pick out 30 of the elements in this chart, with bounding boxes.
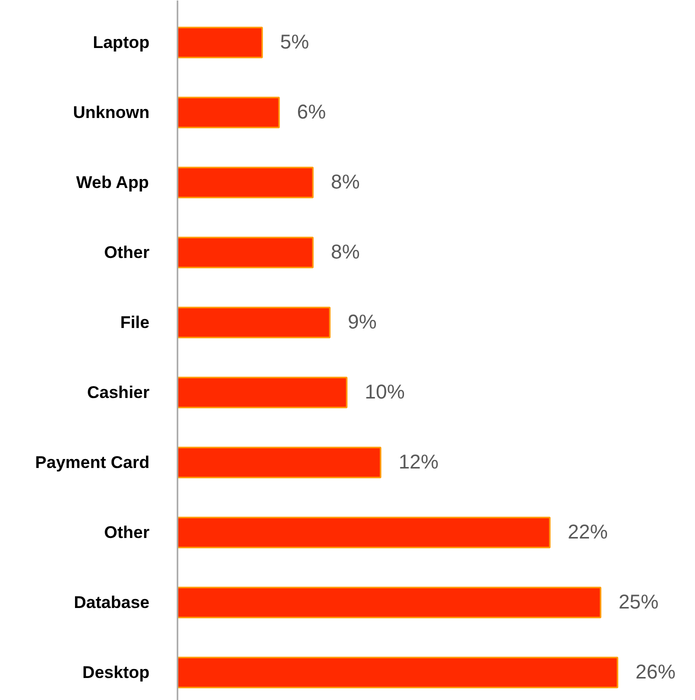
data-label: 9% — [348, 312, 377, 334]
bar — [178, 376, 348, 408]
y-tick-label: Database — [74, 593, 150, 612]
y-tick-label: Web App — [76, 173, 149, 192]
bar — [178, 656, 618, 688]
y-tick-label: Desktop — [82, 663, 150, 682]
bar — [178, 26, 263, 58]
bar — [178, 96, 280, 128]
y-tick-label: Cashier — [87, 383, 150, 402]
data-label: 12% — [398, 452, 439, 474]
y-tick-label: File — [120, 313, 150, 332]
bar — [178, 236, 314, 268]
y-tick-label: Other — [104, 523, 150, 542]
y-tick-label: Payment Card — [35, 453, 150, 472]
bar — [178, 306, 331, 338]
y-tick-label: Unknown — [73, 103, 150, 122]
y-tick-label: Laptop — [92, 33, 150, 52]
bar — [178, 166, 314, 198]
data-label: 25% — [618, 592, 659, 614]
y-tick-label: Other — [104, 243, 150, 262]
data-label: 8% — [330, 172, 360, 194]
bar — [178, 446, 382, 478]
data-label: 5% — [280, 32, 310, 54]
data-label: 22% — [568, 522, 608, 544]
data-label: 8% — [330, 242, 360, 264]
bar — [178, 586, 602, 618]
data-label: 6% — [297, 102, 326, 124]
data-label: 26% — [636, 662, 676, 684]
data-label: 10% — [364, 382, 405, 404]
bar — [178, 516, 551, 548]
